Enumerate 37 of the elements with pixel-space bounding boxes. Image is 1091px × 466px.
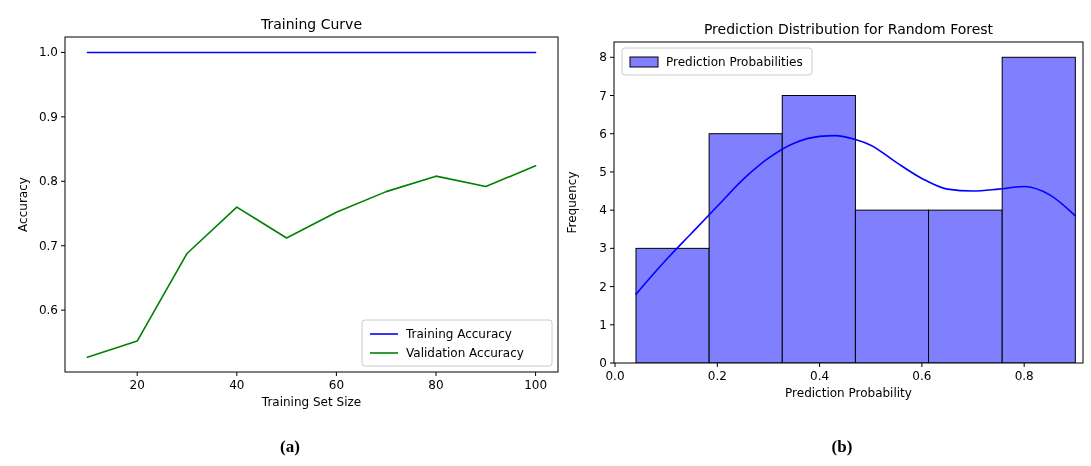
y-axis-title: Accuracy	[16, 177, 30, 232]
y-axis-title: Frequency	[565, 171, 579, 234]
y-tick-label: 6	[599, 126, 607, 141]
legend-label: Prediction Probabilities	[666, 55, 803, 69]
y-tick-label: 0.8	[38, 174, 58, 189]
y-tick-label: 3	[599, 241, 607, 256]
legend-label: Training Accuracy	[405, 327, 512, 341]
line-series	[86, 165, 537, 358]
y-tick-label: 0.6	[38, 303, 58, 318]
chart-title: Training Curve	[260, 16, 362, 32]
y-tick-label: 7	[599, 88, 607, 103]
line-series	[635, 134, 1077, 296]
x-tick-label: 60	[328, 378, 345, 392]
x-tick-label: 0.0	[605, 369, 625, 383]
y-tick-label: 8	[599, 50, 607, 65]
x-tick-label: 0.6	[912, 369, 932, 383]
legend-label: Validation Accuracy	[406, 346, 524, 360]
y-tick-label: 1.0	[38, 45, 58, 60]
y-tick-label: 0.9	[38, 109, 58, 124]
text: (b)	[831, 437, 853, 456]
y-tick-label: 5	[599, 164, 607, 179]
x-tick-label: 20	[129, 378, 145, 392]
x-tick-label: 0.8	[1014, 369, 1034, 383]
x-tick-label: 80	[428, 378, 444, 392]
x-tick-label: 0.2	[707, 369, 727, 383]
y-tick-label: 0.7	[38, 238, 58, 253]
x-axis-title: Training Set Size	[260, 395, 362, 409]
y-tick-label: 2	[599, 279, 607, 294]
y-tick-label: 1	[599, 317, 607, 332]
x-tick-label: 100	[524, 378, 548, 392]
text: (a)	[280, 437, 300, 456]
y-tick-label: 4	[599, 203, 607, 218]
chart-title: Prediction Distribution for Random Forest	[703, 21, 994, 37]
y-tick-label: 0	[599, 356, 607, 370]
x-tick-label: 40	[229, 378, 245, 392]
x-tick-label: 0.4	[810, 369, 830, 383]
x-axis-title: Prediction Probability	[785, 386, 912, 400]
